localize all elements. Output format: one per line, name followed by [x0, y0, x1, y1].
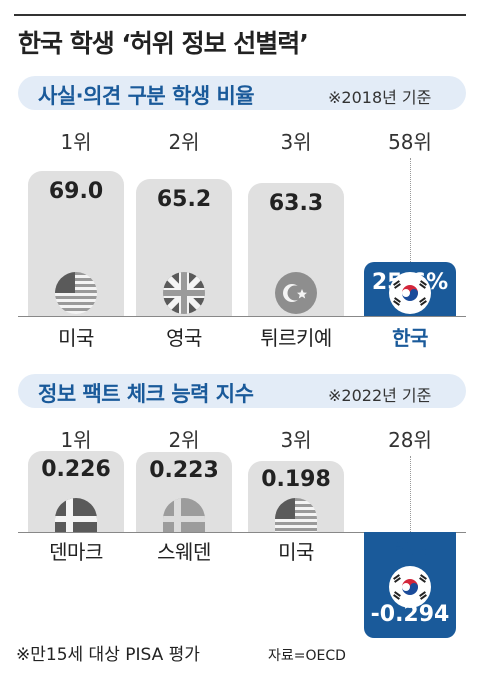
footnote: ※만15세 대상 PISA 평가: [16, 645, 200, 665]
data-label: 0.198: [261, 466, 331, 492]
page-title: 한국 학생 ‘허위 정보 선별력’: [18, 29, 309, 58]
data-label: 69.0: [48, 179, 104, 205]
rank-label: 58위: [388, 130, 432, 154]
rank-label: 3위: [280, 130, 312, 154]
rank-label: 3위: [280, 428, 312, 452]
category-label: 미국: [278, 540, 314, 564]
rank-label: 28위: [388, 428, 432, 452]
top-rule: [14, 14, 466, 16]
axis-line-2: [18, 532, 466, 533]
data-label: 0.226: [41, 456, 111, 482]
source-note: 자료=OECD: [268, 648, 346, 664]
section-header-1: [18, 76, 466, 110]
rank-label: 1위: [60, 130, 92, 154]
chart-title-1: 사실·의견 구분 학생 비율: [38, 84, 255, 108]
chart-basis-2: ※2022년 기준: [328, 386, 432, 405]
turkey-flag-icon: [275, 272, 317, 314]
guide-line: [410, 158, 411, 263]
data-label: 0.223: [149, 457, 219, 483]
rank-label: 1위: [60, 428, 92, 452]
category-label: 튀르키예: [260, 326, 332, 350]
rank-label: 2위: [168, 130, 200, 154]
us-flag-icon: [275, 498, 317, 532]
denmark-flag-icon: [55, 498, 97, 532]
category-label: 미국: [58, 326, 94, 350]
data-label: 63.3: [268, 191, 324, 217]
sweden-flag-icon: [163, 498, 205, 532]
korea-flag-icon: [389, 272, 431, 314]
section-header-2: [18, 374, 466, 408]
rank-label: 2위: [168, 428, 200, 452]
axis-line-1: [18, 316, 466, 317]
chart-basis-1: ※2018년 기준: [328, 88, 432, 107]
data-label: 65.2: [156, 187, 212, 213]
category-label: 한국: [392, 540, 428, 564]
data-label: -0.294: [370, 601, 450, 627]
korea-flag-icon: [389, 566, 431, 608]
category-label: 스웨덴: [157, 540, 211, 564]
chart-title-2: 정보 팩트 체크 능력 지수: [38, 382, 254, 406]
uk-flag-icon: [163, 272, 205, 314]
category-label: 한국: [392, 326, 428, 350]
us-flag-icon: [55, 272, 97, 314]
category-label: 영국: [166, 326, 202, 350]
category-label: 덴마크: [49, 540, 103, 564]
guide-line: [410, 456, 411, 532]
